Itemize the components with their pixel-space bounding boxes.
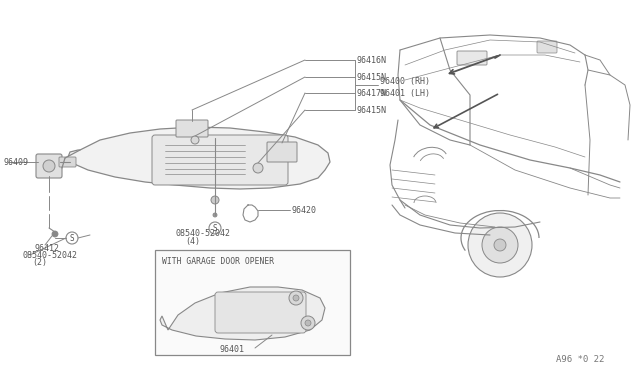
- Text: 96416N: 96416N: [357, 55, 387, 64]
- Bar: [155, 250, 350, 355]
- FancyBboxPatch shape: [267, 142, 297, 162]
- Text: WITH GARAGE DOOR OPENER: WITH GARAGE DOOR OPENER: [162, 257, 274, 266]
- Circle shape: [468, 213, 532, 277]
- Circle shape: [482, 227, 518, 263]
- Circle shape: [43, 160, 55, 172]
- FancyBboxPatch shape: [457, 51, 487, 65]
- Text: 96400 (RH): 96400 (RH): [380, 77, 430, 86]
- Circle shape: [213, 213, 217, 217]
- Text: 08540-52042: 08540-52042: [175, 228, 230, 237]
- Circle shape: [289, 291, 303, 305]
- Text: 96417N: 96417N: [357, 89, 387, 97]
- Circle shape: [305, 320, 311, 326]
- Circle shape: [253, 163, 263, 173]
- Text: S: S: [212, 224, 218, 232]
- Circle shape: [52, 231, 58, 237]
- Text: 96401: 96401: [220, 346, 245, 355]
- Circle shape: [494, 239, 506, 251]
- Circle shape: [293, 295, 299, 301]
- FancyBboxPatch shape: [215, 292, 306, 333]
- Text: 96401 (LH): 96401 (LH): [380, 89, 430, 97]
- Text: 96415N: 96415N: [357, 73, 387, 81]
- FancyBboxPatch shape: [537, 41, 557, 53]
- Text: 96420: 96420: [292, 205, 317, 215]
- FancyBboxPatch shape: [36, 154, 62, 178]
- FancyBboxPatch shape: [152, 135, 288, 185]
- Text: A96 *0 22: A96 *0 22: [556, 356, 604, 365]
- Text: 08540-52042: 08540-52042: [22, 250, 77, 260]
- Text: S: S: [70, 234, 74, 243]
- FancyBboxPatch shape: [176, 120, 208, 137]
- Text: 96409: 96409: [3, 157, 28, 167]
- Text: 96412: 96412: [34, 244, 59, 253]
- Text: (4): (4): [185, 237, 200, 246]
- Text: (2): (2): [32, 259, 47, 267]
- Circle shape: [211, 196, 219, 204]
- FancyBboxPatch shape: [59, 157, 76, 167]
- Text: 96415N: 96415N: [357, 106, 387, 115]
- Polygon shape: [160, 287, 325, 340]
- Circle shape: [301, 316, 315, 330]
- Circle shape: [191, 136, 199, 144]
- Polygon shape: [68, 127, 330, 189]
